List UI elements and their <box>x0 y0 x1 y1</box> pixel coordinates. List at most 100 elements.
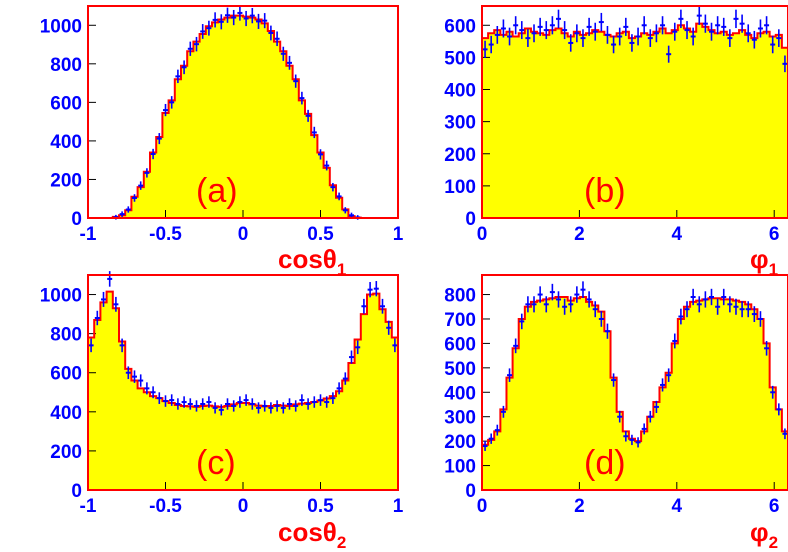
data-point <box>635 27 641 46</box>
y-tick-label: 600 <box>444 334 476 355</box>
data-point <box>287 398 292 410</box>
data-point <box>94 310 100 326</box>
panel-b-y-tick-labels: 0 100 200 300 400 500 600 <box>444 16 476 230</box>
y-tick-label: 100 <box>444 457 476 478</box>
data-point <box>200 398 206 410</box>
data-point <box>125 206 131 213</box>
x-tick-label: -1 <box>80 224 97 245</box>
data-point <box>721 17 727 36</box>
data-point <box>150 386 156 399</box>
y-tick-label: 800 <box>50 55 82 76</box>
data-point <box>237 5 243 21</box>
data-point <box>237 396 243 408</box>
data-point <box>361 298 367 314</box>
panel-c-x-axis-title: cosθ2 <box>278 517 346 552</box>
data-point <box>169 96 175 109</box>
data-point <box>782 55 788 73</box>
data-point <box>537 17 543 36</box>
data-point <box>367 282 373 298</box>
data-point <box>293 74 299 88</box>
data-point <box>519 21 525 40</box>
panel-a-x-tick-labels: -1 -0.5 0 0.5 1 <box>80 224 404 245</box>
y-tick-label: 400 <box>50 132 82 153</box>
data-point <box>568 296 574 313</box>
data-point <box>751 306 757 322</box>
data-point <box>392 338 398 353</box>
data-point <box>218 14 224 30</box>
y-tick-label: 0 <box>71 209 82 230</box>
data-point <box>598 311 604 327</box>
data-point <box>709 288 714 306</box>
panel-c-x-axis-title-subscript: 2 <box>337 533 346 552</box>
x-tick-label: -1 <box>80 496 97 517</box>
panel-c-x-axis-title-main: cosθ <box>278 517 337 547</box>
data-point <box>513 338 519 354</box>
data-point <box>672 22 678 41</box>
panel-a-frame <box>87 5 399 219</box>
data-point <box>231 9 237 26</box>
panel-d-histogram <box>482 295 788 446</box>
y-tick-label: 200 <box>444 145 476 166</box>
data-point <box>373 281 379 297</box>
panel-d-frame <box>481 274 788 491</box>
data-point <box>617 27 623 46</box>
data-point <box>543 21 549 40</box>
data-point <box>194 400 199 412</box>
y-tick-label: 200 <box>444 432 476 453</box>
panel-a-x-axis-title: cosθ1 <box>278 244 346 279</box>
y-tick-label: 400 <box>444 81 476 102</box>
data-point <box>647 29 653 47</box>
data-point <box>249 8 255 24</box>
data-point <box>187 398 193 410</box>
data-point <box>280 46 286 61</box>
data-point <box>243 394 249 406</box>
data-point <box>549 16 555 35</box>
x-tick-label: 0 <box>477 496 488 517</box>
x-tick-label: 0 <box>477 224 488 245</box>
data-point <box>764 340 770 356</box>
panel-b-data-points <box>482 6 788 73</box>
data-point <box>611 373 617 387</box>
data-point <box>156 392 162 404</box>
y-tick-label: 500 <box>444 359 476 380</box>
data-point <box>647 410 653 423</box>
data-point <box>568 34 574 52</box>
data-point <box>592 22 598 41</box>
x-tick-label: 4 <box>672 496 683 517</box>
data-point <box>598 12 604 32</box>
data-point <box>507 368 513 382</box>
data-point <box>500 19 506 38</box>
x-tick-label: 0 <box>238 496 249 517</box>
x-tick-label: 6 <box>769 496 780 517</box>
data-point <box>629 34 635 52</box>
data-point <box>543 296 549 313</box>
data-point <box>494 424 500 436</box>
data-point <box>733 298 739 315</box>
panel-c-above-curve <box>88 275 398 407</box>
data-point <box>107 271 113 287</box>
data-point <box>132 370 137 383</box>
y-tick-label: 500 <box>444 48 476 69</box>
data-point <box>586 17 592 36</box>
data-point <box>684 21 690 40</box>
y-tick-label: 800 <box>50 325 82 346</box>
data-point <box>330 392 336 404</box>
data-point <box>231 400 237 412</box>
panel-b-x-tick-labels: 0 2 4 6 <box>477 224 780 245</box>
data-point <box>336 192 342 201</box>
x-tick-label: 0.5 <box>307 224 334 245</box>
panel-d-x-axis-title: φ2 <box>750 517 778 552</box>
x-tick-label: 0 <box>238 224 249 245</box>
data-point <box>776 29 782 47</box>
data-point <box>690 27 696 46</box>
data-point <box>696 296 702 313</box>
data-point <box>635 437 641 448</box>
panel-d-x-axis-title-subscript: 2 <box>769 533 778 552</box>
panel-d-above-curve <box>482 275 788 445</box>
data-point <box>666 45 672 63</box>
data-point <box>293 400 299 412</box>
panel-d-x-tick-labels: 0 2 4 6 <box>477 496 780 517</box>
data-point <box>690 288 696 306</box>
y-tick-label: 700 <box>444 310 476 331</box>
data-point <box>169 394 175 406</box>
